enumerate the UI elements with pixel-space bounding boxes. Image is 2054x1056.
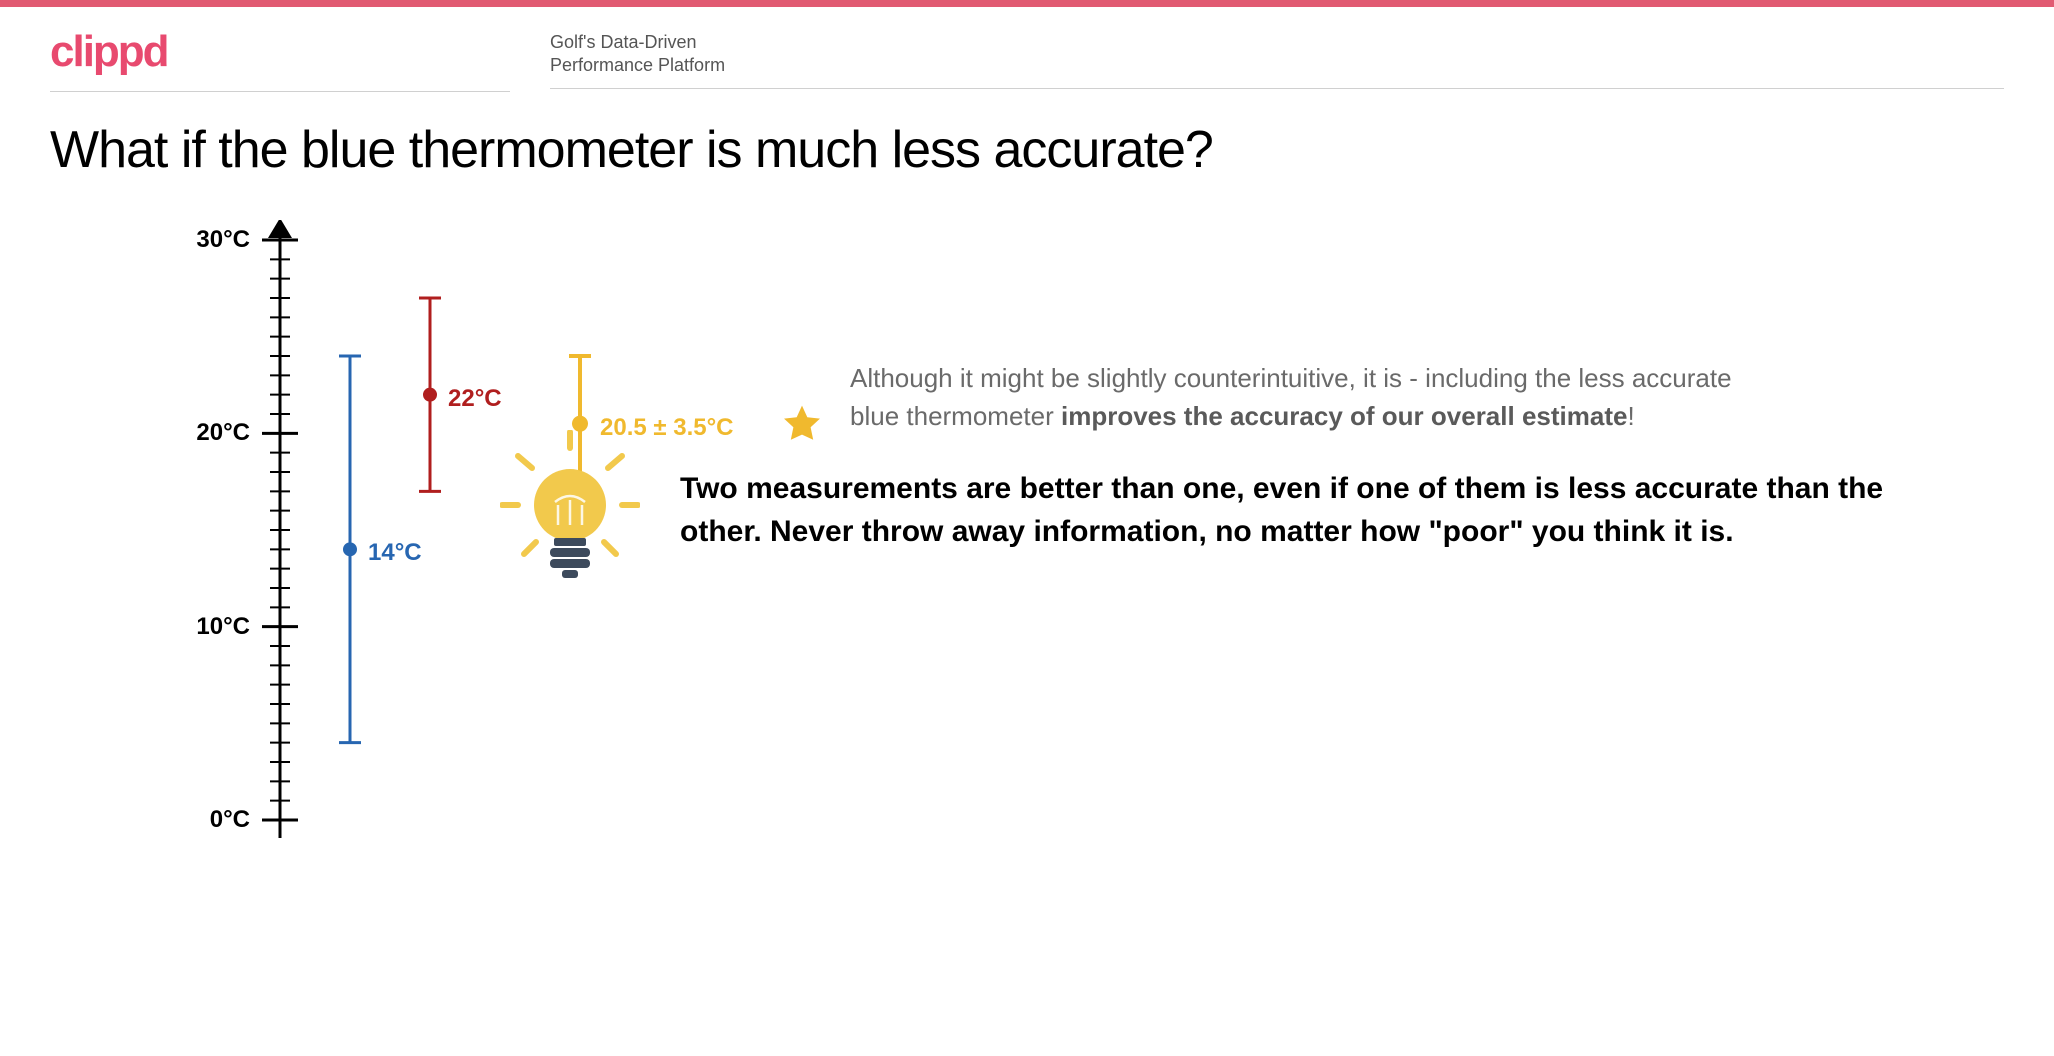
brand-tagline: Golf's Data-Driven Performance Platform (550, 31, 2004, 78)
takeaway-text: Two measurements are better than one, ev… (680, 467, 1900, 554)
brand-logo: clippd (50, 27, 510, 77)
axis-tick-label: 20°C (180, 419, 250, 447)
takeaway-row: Two measurements are better than one, ev… (500, 430, 1900, 590)
top-accent-bar (0, 0, 2054, 7)
explanation-text: Although it might be slightly counterint… (850, 360, 1750, 435)
axis-tick-label: 30°C (180, 226, 250, 254)
series-label-blue: 14°C (368, 539, 422, 567)
explain-suffix: ! (1627, 401, 1634, 431)
series-label-red: 22°C (448, 385, 502, 413)
header: clippd Golf's Data-Driven Performance Pl… (0, 7, 2054, 92)
axis-tick-label: 10°C (180, 613, 250, 641)
page-title: What if the blue thermometer is much les… (0, 92, 2054, 190)
explain-bold: improves the accuracy of our overall est… (1061, 401, 1627, 431)
axis-tick-label: 0°C (180, 806, 250, 834)
lightbulb-icon (500, 430, 640, 590)
tagline-block: Golf's Data-Driven Performance Platform (550, 27, 2004, 89)
logo-block: clippd (50, 27, 510, 92)
